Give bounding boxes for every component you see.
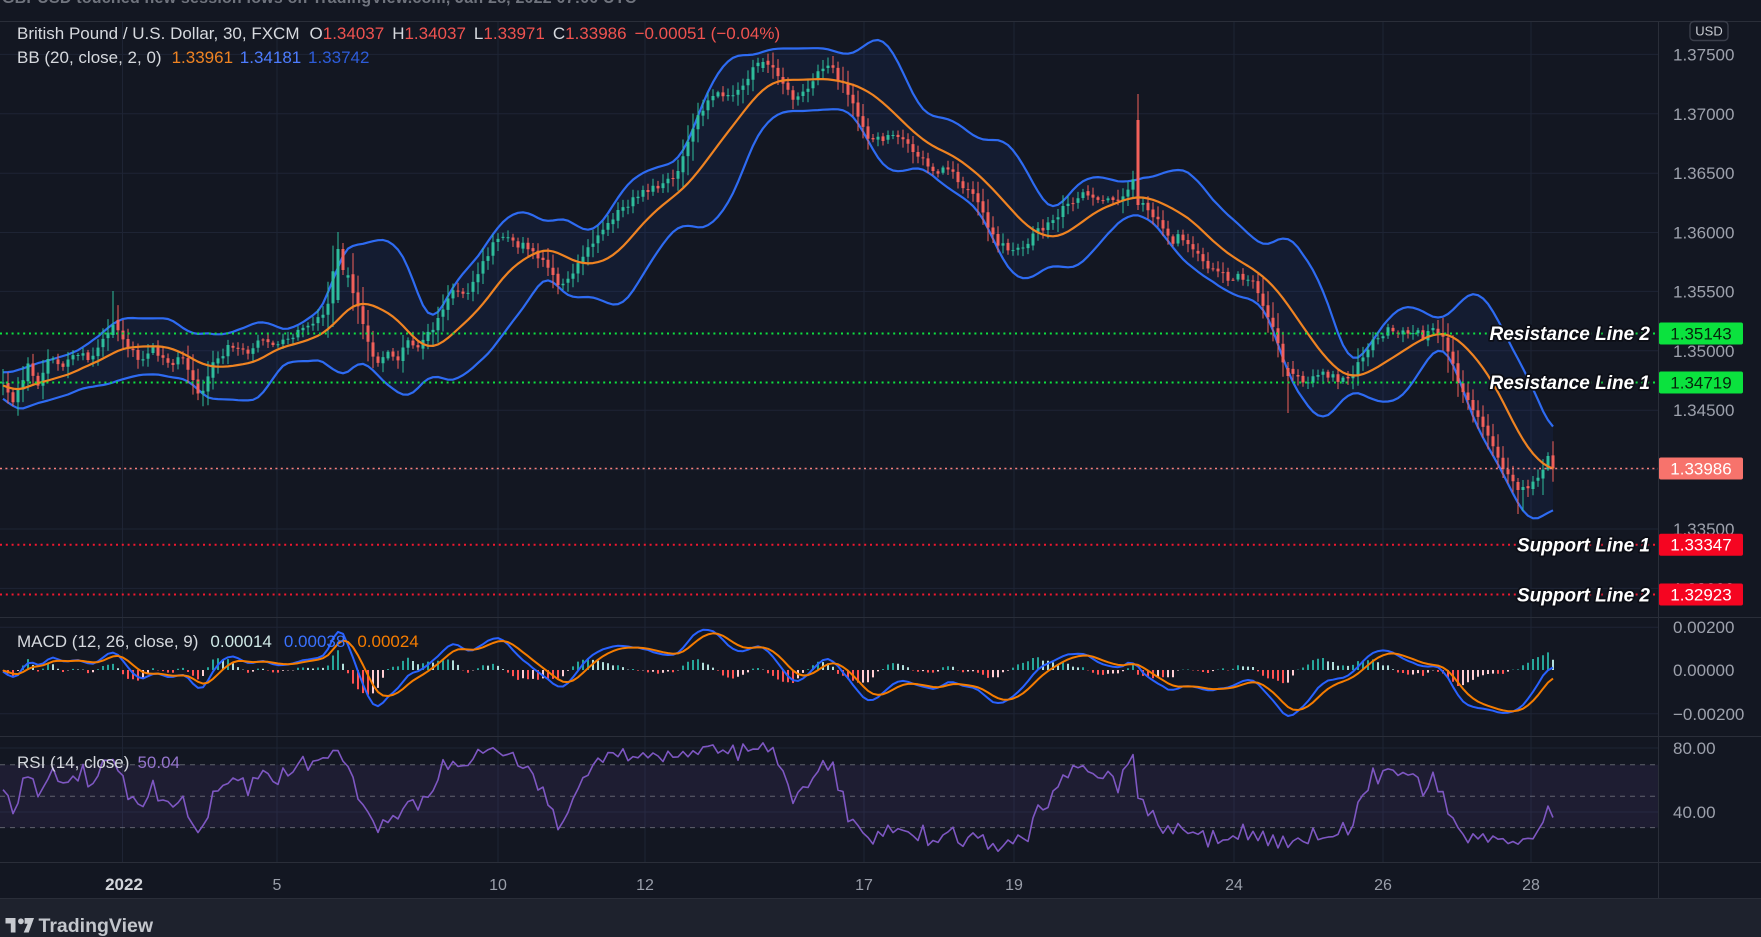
svg-text:1.33347: 1.33347 bbox=[1670, 536, 1731, 555]
svg-text:28: 28 bbox=[1522, 877, 1540, 894]
svg-text:19: 19 bbox=[1005, 877, 1023, 894]
svg-text:TradingView: TradingView bbox=[39, 915, 154, 937]
svg-text:MACD (12, 26, close, 9)0.00014: MACD (12, 26, close, 9) 0.00014 0.00038 0.0… bbox=[17, 632, 419, 651]
svg-text:Support Line 1: Support Line 1 bbox=[1517, 536, 1650, 557]
svg-text:1.36500: 1.36500 bbox=[1673, 164, 1734, 183]
svg-text:0.00000: 0.00000 bbox=[1673, 661, 1734, 680]
svg-text:Support Line 2: Support Line 2 bbox=[1517, 586, 1650, 607]
svg-text:1.35000: 1.35000 bbox=[1673, 342, 1734, 361]
svg-text:5: 5 bbox=[273, 877, 282, 894]
svg-text:12: 12 bbox=[636, 877, 654, 894]
svg-text:1.33986: 1.33986 bbox=[1670, 460, 1731, 479]
svg-text:RSI (14, close)50.04: RSI (14, close) 50.04 bbox=[17, 753, 180, 772]
svg-text:1.37000: 1.37000 bbox=[1673, 105, 1734, 124]
svg-text:80.00: 80.00 bbox=[1673, 739, 1716, 758]
svg-text:1.32923: 1.32923 bbox=[1670, 586, 1731, 605]
svg-text:1.36000: 1.36000 bbox=[1673, 224, 1734, 243]
svg-text:1.37500: 1.37500 bbox=[1673, 45, 1734, 64]
svg-text:1.35500: 1.35500 bbox=[1673, 282, 1734, 301]
svg-text:GBPUSD touched new session low: GBPUSD touched new session lows on Tradi… bbox=[2, 0, 637, 7]
svg-text:1.34719: 1.34719 bbox=[1670, 374, 1731, 393]
svg-text:Resistance Line 1: Resistance Line 1 bbox=[1489, 373, 1650, 394]
svg-text:1.35143: 1.35143 bbox=[1670, 325, 1731, 344]
svg-text:10: 10 bbox=[489, 877, 507, 894]
svg-text:−0.00200: −0.00200 bbox=[1673, 705, 1744, 724]
svg-text:26: 26 bbox=[1374, 877, 1392, 894]
svg-text:40.00: 40.00 bbox=[1673, 803, 1716, 822]
svg-text:British Pound / U.S. Dollar, 3: British Pound / U.S. Dollar, 30, FXCM O1.… bbox=[17, 24, 780, 43]
svg-text:24: 24 bbox=[1225, 877, 1243, 894]
svg-text:0.00200: 0.00200 bbox=[1673, 618, 1734, 637]
svg-text:Resistance Line 2: Resistance Line 2 bbox=[1489, 324, 1650, 345]
svg-text:1.34500: 1.34500 bbox=[1673, 401, 1734, 420]
svg-text:USD: USD bbox=[1695, 24, 1722, 39]
svg-text:2022: 2022 bbox=[105, 875, 143, 894]
svg-text:17: 17 bbox=[855, 877, 873, 894]
